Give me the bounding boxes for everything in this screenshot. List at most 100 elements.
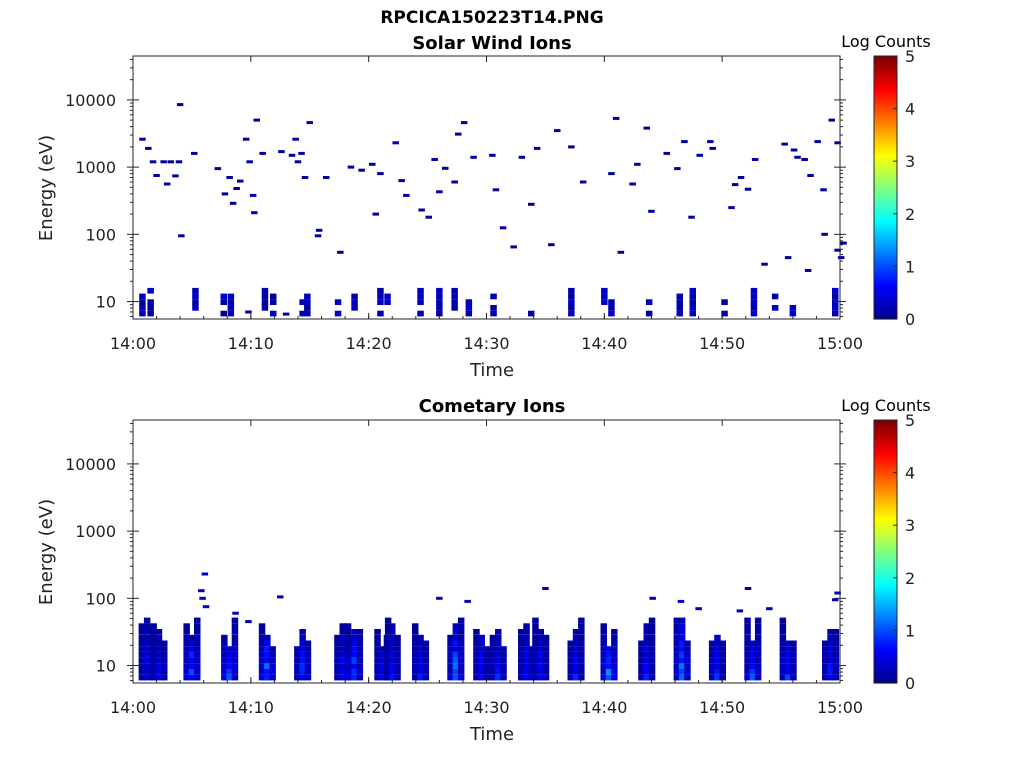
solar-wind-x-axis-title: Time: [469, 360, 514, 381]
solar-wind-count-cell: [643, 126, 650, 130]
cometary-count-cell: [351, 629, 358, 635]
cometary-count-cell: [567, 646, 574, 652]
solar-wind-colorbar-segment: [874, 98, 897, 102]
solar-wind-count-cell: [334, 299, 342, 305]
cometary-count-cell: [194, 640, 201, 647]
cometary-colorbar-segment: [874, 638, 897, 642]
cometary-count-cell: [638, 663, 645, 669]
cometary-count-cell: [150, 674, 157, 681]
cometary-count-cell: [744, 623, 751, 629]
solar-wind-count-cell: [744, 187, 752, 191]
cometary-colorbar-segment: [874, 619, 897, 624]
solar-wind-count-cell: [442, 166, 449, 170]
cometary-colorbar-segment: [874, 467, 897, 471]
solar-wind-count-cell: [451, 180, 458, 184]
solar-wind-count-cell: [465, 305, 473, 311]
cometary-count-cell: [150, 640, 157, 647]
solar-wind-colorbar-segment: [874, 247, 897, 252]
cometary-colorbar-segment: [874, 459, 897, 463]
solar-wind-colorbar-segment: [874, 198, 897, 202]
cometary-count-cell: [678, 669, 686, 675]
solar-wind-count-cell: [227, 305, 235, 311]
cometary-colorbar-segment: [874, 617, 897, 621]
cometary-count-cell: [673, 617, 681, 624]
cometary-colorbar-segment: [874, 454, 897, 458]
cometary-colorbar-segment: [874, 456, 897, 461]
solar-wind-colorbar-segment: [874, 124, 897, 128]
cometary-count-cell: [473, 663, 480, 669]
cometary-count-cell: [422, 663, 430, 669]
cometary-count-cell: [417, 640, 424, 647]
cometary-count-cell: [643, 629, 650, 635]
cometary-count-cell: [611, 629, 618, 635]
cometary-count-cell: [188, 634, 196, 641]
cometary-colorbar-segment: [874, 527, 897, 532]
cometary-colorbar-segment: [874, 462, 897, 466]
solar-wind-count-cell: [821, 232, 828, 236]
cometary-y-tick-label: 10: [96, 657, 116, 676]
cometary-count-cell: [532, 634, 539, 641]
cometary-count-cell: [143, 623, 151, 629]
cometary-count-cell: [436, 596, 443, 600]
cometary-count-cell: [379, 663, 387, 669]
cometary-count-cell: [790, 669, 797, 675]
cometary-count-cell: [473, 657, 480, 664]
cometary-count-cell: [537, 646, 544, 652]
cometary-count-cell: [374, 674, 381, 681]
solar-wind-colorbar-tick-label: 3: [905, 152, 915, 171]
cometary-count-cell: [412, 651, 419, 658]
solar-wind-colorbar-segment: [874, 119, 897, 123]
cometary-count-cell: [779, 651, 787, 658]
cometary-count-cell: [155, 669, 163, 675]
solar-wind-y-tick-label: 100: [85, 225, 116, 244]
cometary-count-cell: [578, 674, 585, 681]
solar-wind-count-cell: [301, 176, 309, 179]
cometary-count-cell: [832, 651, 840, 658]
solar-wind-colorbar-segment: [874, 200, 897, 204]
cometary-count-cell: [194, 634, 201, 641]
cometary-count-cell: [394, 663, 401, 669]
cometary-count-cell: [478, 674, 485, 681]
cometary-colorbar-segment: [874, 493, 897, 497]
solar-wind-count-cell: [533, 146, 541, 150]
solar-wind-count-cell: [751, 158, 759, 161]
cometary-count-cell: [457, 640, 465, 647]
cometary-count-cell: [643, 657, 650, 664]
cometary-count-cell: [452, 623, 460, 629]
cometary-count-cell: [779, 640, 787, 647]
solar-wind-colorbar-segment: [874, 79, 897, 83]
cometary-count-cell: [673, 674, 681, 681]
solar-wind-count-cell: [436, 287, 443, 294]
cometary-count-cell: [344, 629, 352, 635]
solar-wind-count-cell: [377, 172, 384, 176]
solar-wind-count-cell: [528, 202, 535, 206]
cometary-count-cell: [611, 634, 618, 641]
cometary-count-cell: [578, 640, 585, 647]
cometary-count-cell: [412, 646, 419, 652]
cometary-count-cell: [578, 629, 585, 635]
cometary-count-cell: [226, 669, 233, 675]
cometary-count-cell: [346, 640, 353, 647]
cometary-count-cell: [827, 669, 834, 675]
cometary-count-cell: [572, 663, 580, 669]
cometary-colorbar: 0 1 2 3 4 5: [873, 411, 915, 693]
cometary-colorbar-segment: [874, 596, 897, 600]
solar-wind-colorbar-segment: [874, 92, 897, 97]
cometary-count-cell: [523, 634, 530, 641]
cometary-count-cell: [412, 669, 419, 675]
cometary-count-cell: [339, 669, 346, 675]
cometary-count-cell: [578, 657, 585, 664]
cometary-count-cell: [457, 669, 465, 675]
solar-wind-count-cell: [568, 310, 575, 317]
cometary-x-tick-label: 15:00: [817, 698, 863, 717]
cometary-count-cell: [269, 674, 276, 681]
cometary-count-cell: [379, 674, 387, 681]
solar-wind-count-cell: [149, 160, 157, 164]
cometary-count-cell: [749, 651, 757, 658]
cometary-count-cell: [678, 674, 686, 681]
solar-wind-count-cell: [750, 310, 758, 317]
cometary-count-cell: [754, 617, 762, 624]
cometary-count-cell: [339, 640, 346, 647]
cometary-count-cell: [258, 651, 266, 658]
cometary-count-cell: [766, 607, 773, 611]
